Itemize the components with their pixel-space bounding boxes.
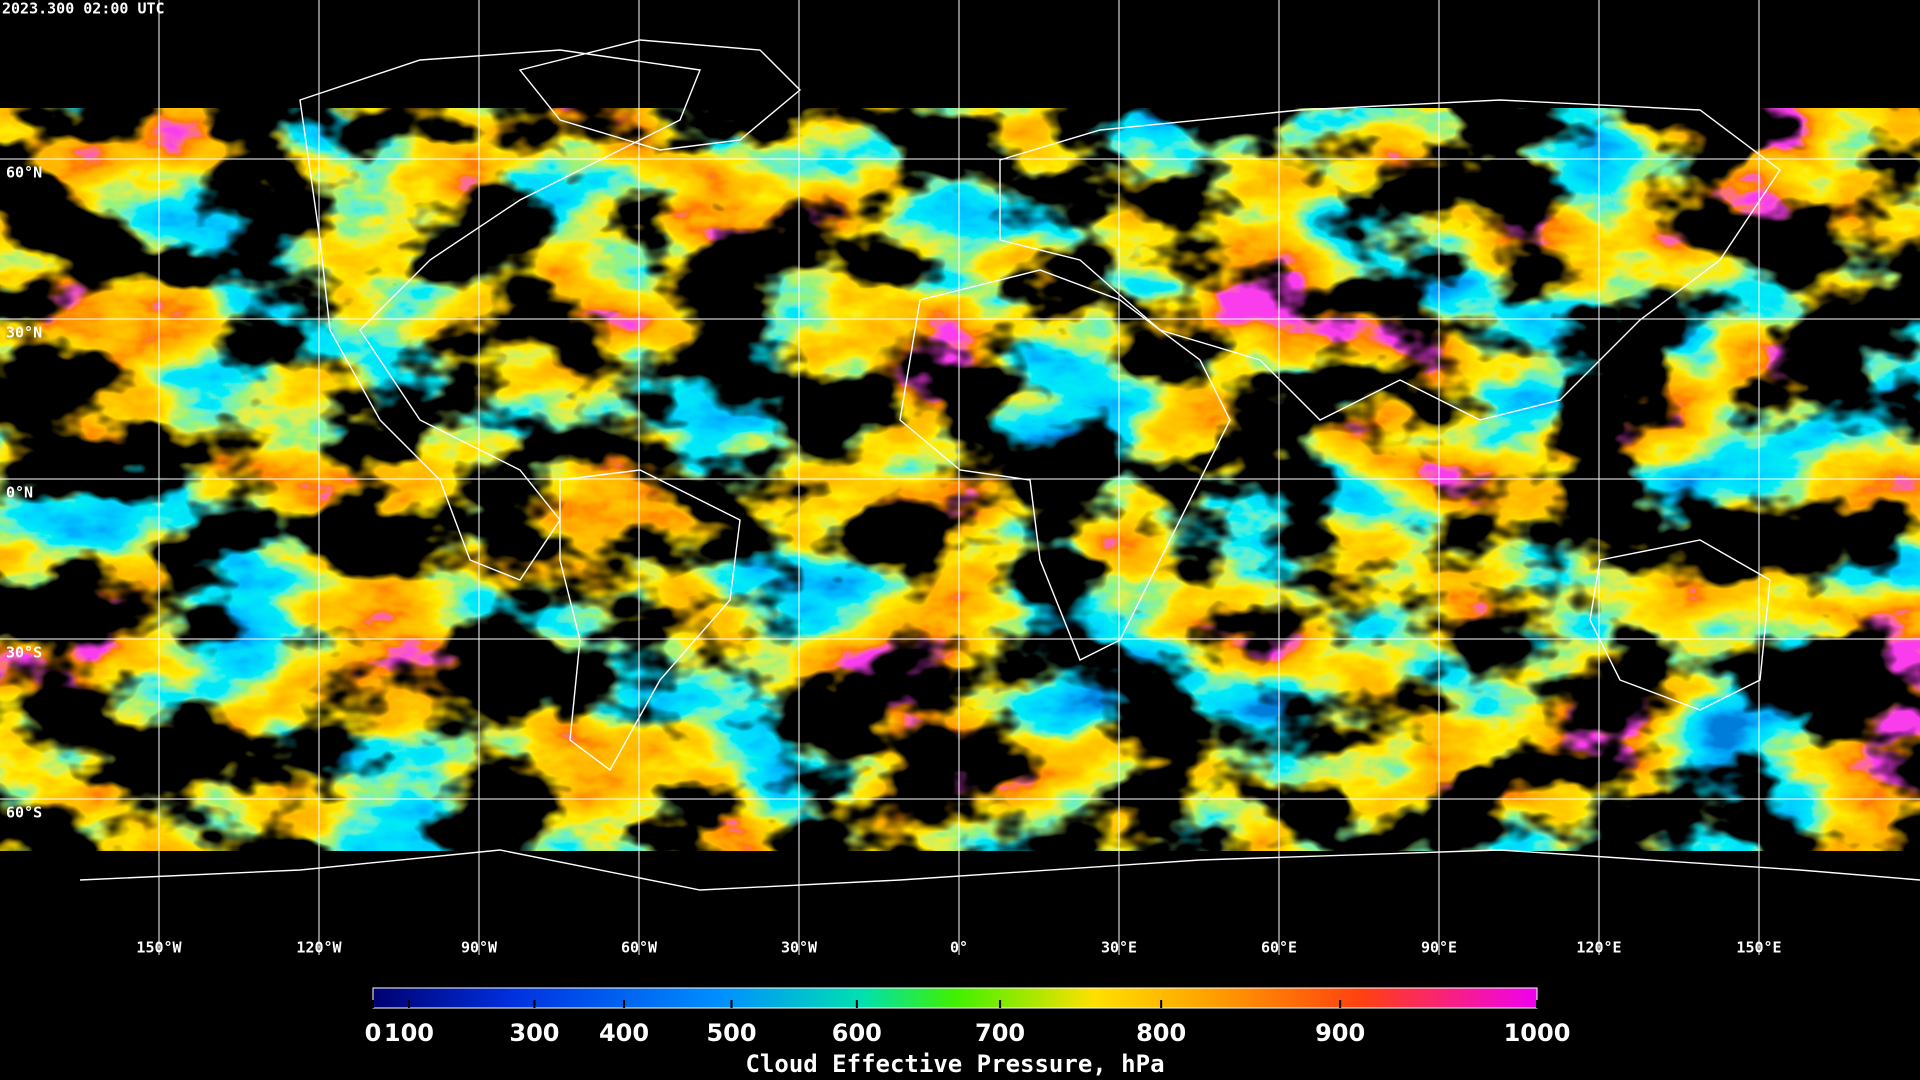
colorbar-tick-label: 600 [832,1019,882,1047]
lon-label: 90°W [461,939,498,957]
lon-label: 90°E [1421,939,1457,957]
lon-label: 30°E [1101,939,1137,957]
lat-label: 60°N [6,164,42,182]
coastlines [79,39,1920,891]
colorbar-tick-label: 100 [384,1019,434,1047]
colorbar-tick-label: 0 [365,1019,382,1047]
graticule [0,0,1920,955]
lat-label: 0°N [6,484,33,502]
lon-label: 150°W [136,939,182,957]
colorbar-title: Cloud Effective Pressure, hPa [745,1050,1164,1078]
colorbar-tick-label: 500 [706,1019,756,1047]
lat-label: 30°N [6,324,42,342]
lat-label: 60°S [6,804,42,822]
lon-label: 0° [950,939,968,957]
lat-label: 30°S [6,644,42,662]
lon-label: 30°W [781,939,818,957]
colorbar-tick-label: 300 [509,1019,559,1047]
lon-label: 120°W [296,939,342,957]
colorbar-tick-label: 800 [1136,1019,1186,1047]
colorbar-tick-label: 400 [599,1019,649,1047]
colorbar-tick-label: 900 [1315,1019,1365,1047]
colorbar-tick-label: 1000 [1504,1019,1571,1047]
lon-label: 150°E [1736,939,1781,957]
lon-label: 60°W [621,939,658,957]
timestamp: 2023.300 02:00 UTC [2,0,165,18]
colorbar [372,987,1538,1009]
lon-label: 120°E [1576,939,1621,957]
colorbar-tick-label: 700 [975,1019,1025,1047]
lon-label: 60°E [1261,939,1297,957]
